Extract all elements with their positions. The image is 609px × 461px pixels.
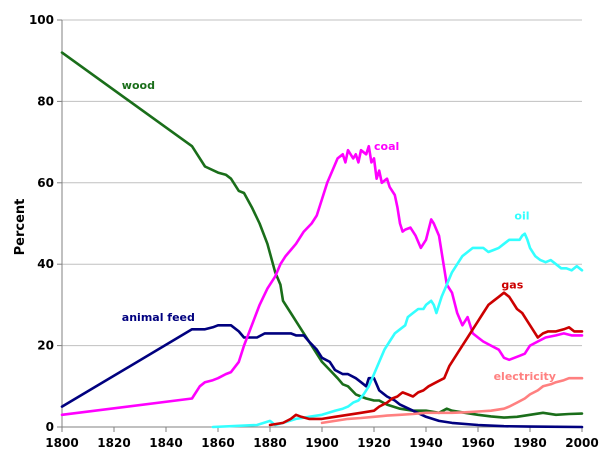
x-tick-label: 1800 bbox=[45, 436, 78, 450]
x-tick-label: 1940 bbox=[409, 436, 442, 450]
x-tick-label: 1840 bbox=[149, 436, 182, 450]
x-tick-label: 1920 bbox=[357, 436, 390, 450]
series-label-oil: oil bbox=[514, 209, 529, 222]
series-label-gas: gas bbox=[501, 279, 523, 292]
series-line-oil bbox=[211, 232, 584, 429]
series-labels: wood animal feed coal oil gas electricity bbox=[122, 79, 556, 383]
y-tick-label: 60 bbox=[37, 176, 54, 190]
y-axis-label: Percent bbox=[13, 199, 28, 256]
x-tick-label: 2000 bbox=[565, 436, 598, 450]
x-tick-label: 1860 bbox=[201, 436, 234, 450]
gridlines bbox=[62, 19, 582, 347]
series-line-animal-feed bbox=[60, 323, 584, 429]
series-label-animal-feed: animal feed bbox=[122, 311, 195, 324]
x-tick-label: 1980 bbox=[513, 436, 546, 450]
series-line-wood bbox=[60, 51, 584, 419]
series-label-wood: wood bbox=[122, 79, 155, 92]
series-label-coal: coal bbox=[374, 140, 399, 153]
y-tick-label: 0 bbox=[46, 420, 54, 434]
y-tick-label: 20 bbox=[37, 339, 54, 353]
x-tick-label: 1820 bbox=[97, 436, 130, 450]
y-tick-label: 100 bbox=[29, 13, 54, 27]
series-label-electricity: electricity bbox=[494, 370, 556, 383]
series-lines bbox=[60, 51, 584, 429]
tick-labels: 0 20 40 60 80 100 1800 1820 1840 1860 1880 1900 1920… bbox=[29, 13, 599, 450]
series-line-gas bbox=[268, 291, 584, 427]
series-line-coal bbox=[60, 144, 584, 417]
y-tick-label: 40 bbox=[37, 257, 54, 271]
x-tick-label: 1960 bbox=[461, 436, 494, 450]
x-tick-label: 1900 bbox=[305, 436, 338, 450]
series-line-electricity bbox=[320, 376, 584, 425]
x-tick-label: 1880 bbox=[253, 436, 286, 450]
y-tick-label: 80 bbox=[37, 94, 54, 108]
